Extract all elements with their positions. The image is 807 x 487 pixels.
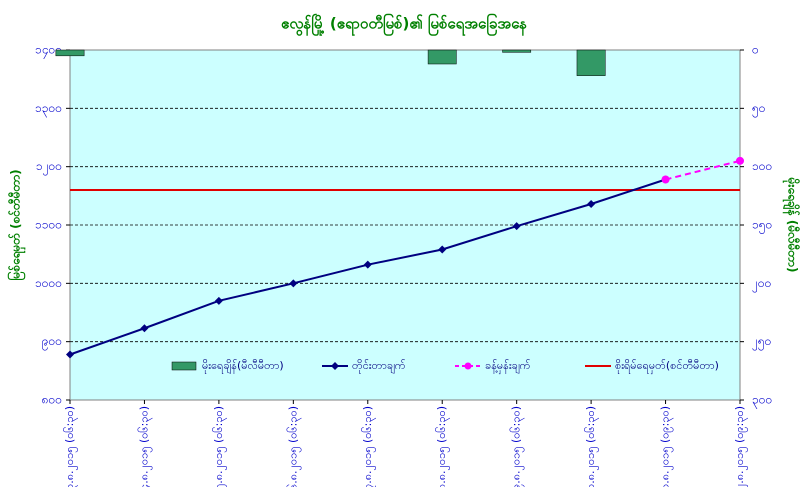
y2-tick-label: ၁၅၀ (752, 218, 772, 235)
y-tick-label: ၉၀၀ (42, 334, 62, 351)
x-tick-label: ၁၁.၈.၂၀၁၅ (၀၉:၃၀) (659, 406, 674, 487)
marker (587, 200, 596, 208)
marker (438, 245, 447, 254)
y2-tick-label: ၃၀၀ (752, 393, 772, 410)
x-tick-label: ၃.၈.၂၀၁၅ (၀၆:၃၀) (63, 406, 78, 487)
x-tick-label: ၁၀.၈.၂၀၁၅ (၀၆:၃၀) (584, 406, 599, 487)
x-tick-label: ၅.၈.၂၀၁၅ (၀၆:၃၀) (212, 406, 227, 487)
legend-marker (331, 362, 339, 370)
y2-tick-label: ၂၀၀ (752, 276, 771, 293)
line (665, 159, 741, 181)
y2-tick-label: ၅၀ (752, 101, 766, 118)
marker (363, 260, 372, 269)
x-tick-label: ၄.၈.၂၀၁၅ (၀၆:၃၀) (137, 406, 152, 487)
marker (289, 279, 298, 288)
y2-axis-title: မိုးရေချိန် (မီလီမီတာ) (782, 177, 802, 273)
legend-marker (464, 362, 472, 370)
marker (512, 222, 521, 231)
legend-label: ခန့်မှန်းချက် (485, 359, 531, 374)
legend-label: တိုင်းတာချက် (352, 359, 406, 374)
legend-label: စိုးရိမ်ရေမှတ်(စင်တီမီတာ) (615, 359, 719, 374)
marker (214, 296, 223, 305)
marker (140, 324, 149, 333)
y-tick-label: ၁၁၀၀ (35, 218, 62, 232)
marker (736, 156, 744, 165)
y2-tick-label: ၀ (752, 43, 759, 57)
y-tick-label: ၁၂၀၀ (36, 159, 62, 176)
y-tick-label: ၁၄၀၀ (35, 43, 62, 60)
y2-tick-label: ၂၅၀ (752, 334, 771, 351)
y-tick-label: ၈၀၀ (42, 393, 62, 407)
y-tick-label: ၁၃၀၀ (35, 101, 62, 118)
x-tick-label: ၉.၈.၂၀၁၅ (၀၆:၃၀) (510, 406, 525, 487)
marker (661, 175, 670, 184)
bar (502, 49, 532, 53)
x-tick-label: ၆.၈.၂၀၁၅ (၀၆:၃၀) (286, 406, 301, 487)
bar (55, 49, 85, 57)
legend-label: မိုးရေချိန်(မီလီမီတာ) (202, 359, 284, 374)
x-tick-label: ၈.၈.၂၀၁၅ (၀၆:၃၀) (435, 406, 450, 487)
y2-tick-label: ၁၀၀ (752, 159, 772, 173)
x-tick-label: ၇.၈.၂၀၁၅ (၀၆:၃၀) (361, 406, 376, 487)
bar (576, 49, 606, 76)
x-tick-label: ၁၂.၈.၂၀၁၅ (၀၉:၃၀) (733, 406, 748, 487)
chart-title: ဧလွန်မြို့ (ဧရာဝတီမြစ်)၏ မြစ်ရေအခြေအနေ (281, 13, 527, 37)
y-tick-label: ၁၀၀၀ (35, 276, 62, 290)
y-axis-title: မြစ်ရေမှတ် (စင်တီမီတာ) (6, 169, 27, 280)
bar (427, 49, 457, 65)
marker (66, 350, 74, 359)
legend-swatch (171, 361, 197, 371)
